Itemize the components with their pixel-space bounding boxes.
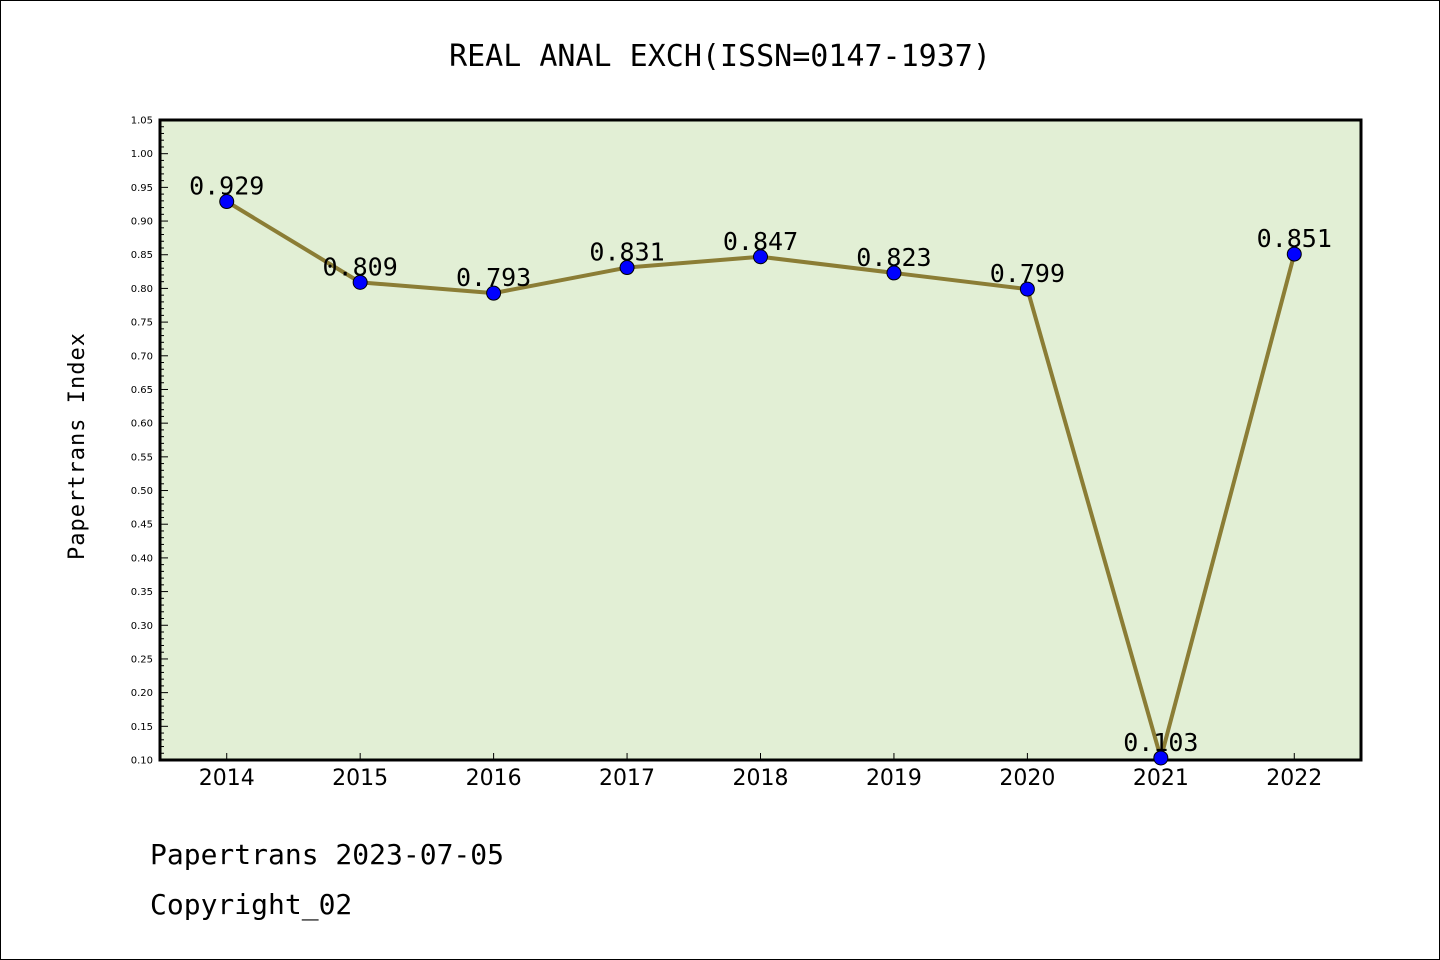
data-point-2015 xyxy=(352,274,368,290)
y-tick-label: 0.75 xyxy=(131,318,153,329)
data-label-2016: 0.793 xyxy=(456,263,531,292)
x-tick-label: 2015 xyxy=(332,766,388,791)
y-tick-label: 0.25 xyxy=(131,654,153,665)
footer-copyright-line: Copyright_02 xyxy=(150,888,352,922)
y-tick-label: 0.65 xyxy=(131,385,153,396)
data-point-2022 xyxy=(1286,246,1302,262)
data-label-2021: 0.103 xyxy=(1123,728,1198,757)
y-tick-label: 0.60 xyxy=(131,419,153,430)
x-tick-label: 2019 xyxy=(866,766,922,791)
y-tick-label: 0.35 xyxy=(131,587,153,598)
data-label-2014: 0.929 xyxy=(189,172,264,201)
x-tick-label: 2021 xyxy=(1133,766,1189,791)
y-tick-label: 0.15 xyxy=(131,722,153,733)
y-axis: 0.10 0.15 0.20 0.25 0.30 0.35 0.40 0.45 0.50 0.55… xyxy=(131,116,168,767)
x-tick-label: 2014 xyxy=(199,766,255,791)
y-tick-label: 0.40 xyxy=(131,553,153,564)
y-tick-label: 0.95 xyxy=(131,183,153,194)
x-tick-label: 2020 xyxy=(999,766,1055,791)
data-point-2021 xyxy=(1153,750,1169,766)
data-point-2020 xyxy=(1019,281,1035,297)
data-point-2017 xyxy=(619,260,635,276)
y-tick-label: 1.00 xyxy=(131,149,153,160)
data-point-2018 xyxy=(753,249,768,265)
x-tick-label: 2022 xyxy=(1266,766,1322,791)
data-label-2018: 0.847 xyxy=(723,227,798,256)
y-axis-label: Papertrans Index xyxy=(65,332,90,560)
data-label-2017: 0.831 xyxy=(589,238,664,267)
chart-title: REAL ANAL EXCH(ISSN=0147-1937) xyxy=(449,39,991,74)
x-tick-label: 2018 xyxy=(733,766,789,791)
y-tick-label: 1.05 xyxy=(131,116,153,127)
footer-date-line: Papertrans 2023-07-05 xyxy=(150,838,504,871)
y-tick-label: 0.90 xyxy=(131,217,153,228)
y-tick-label: 0.80 xyxy=(131,284,153,295)
x-tick-label: 2017 xyxy=(599,766,655,791)
y-tick-label: 0.55 xyxy=(131,452,153,463)
y-tick-label: 0.50 xyxy=(131,486,153,497)
data-point-2019 xyxy=(886,265,902,281)
y-tick-label: 0.10 xyxy=(131,756,153,767)
y-tick-label: 0.30 xyxy=(131,621,153,632)
x-tick-label: 2016 xyxy=(466,766,522,791)
data-label-2019: 0.823 xyxy=(856,243,931,272)
plot-area xyxy=(158,118,1363,762)
data-labels: 0.929 0.809 0.793 0.831 0.847 0.823 0.799 0.103… xyxy=(189,172,1332,757)
series-papertrans-index xyxy=(219,194,1302,766)
y-tick-label: 0.20 xyxy=(131,688,153,699)
y-tick-label: 0.85 xyxy=(131,250,153,261)
data-label-2020: 0.799 xyxy=(990,259,1065,288)
data-label-2022: 0.851 xyxy=(1257,224,1332,253)
data-point-2016 xyxy=(486,285,502,301)
x-axis: 2014 2015 2016 2017 2018 2019 2020 2021 2022 xyxy=(199,753,1322,791)
data-label-2015: 0.809 xyxy=(323,252,398,281)
y-tick-label: 0.70 xyxy=(131,351,153,362)
data-point-2014 xyxy=(219,194,235,210)
y-tick-label: 0.45 xyxy=(131,520,153,531)
